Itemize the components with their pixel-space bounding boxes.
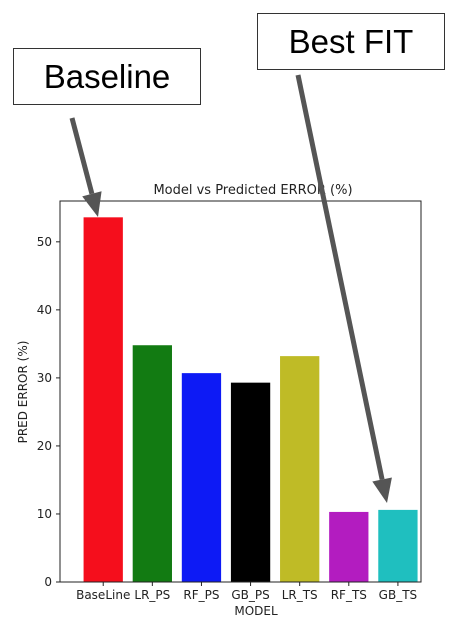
annotation-arrows — [69, 74, 392, 503]
x-tick-label: RF_TS — [331, 588, 367, 602]
chart-title: Model vs Predicted ERROR (%) — [153, 183, 352, 198]
bar-lr-ts — [280, 356, 320, 582]
y-tick-label: 10 — [37, 507, 52, 521]
baseline-callout: Baseline — [13, 48, 201, 105]
baseline-callout-label: Baseline — [43, 57, 171, 95]
y-tick-label: 50 — [37, 235, 52, 249]
best-fit-callout: Best FIT — [257, 13, 445, 70]
baseline-arrow — [69, 117, 102, 217]
bar-gb-ts — [378, 509, 418, 582]
y-tick-label: 30 — [37, 371, 52, 385]
best-fit-arrow — [295, 74, 392, 503]
axes: BaseLine LR_PS RF_PS GB_PS LR_TS RF_TS GB_TS 0 1… — [37, 200, 422, 602]
bar-rf-ts — [329, 511, 369, 582]
y-axis-label: PRED ERROR (%) — [16, 341, 30, 444]
bar-baseline — [83, 217, 123, 583]
x-tick-label: LR_TS — [282, 588, 318, 602]
plot-area — [83, 217, 418, 583]
y-tick-label: 40 — [37, 303, 52, 317]
x-tick-label: RF_PS — [183, 588, 219, 602]
bar-lr-ps — [132, 345, 172, 582]
x-axis-label: MODEL — [234, 604, 278, 618]
x-tick-label: GB_TS — [379, 588, 417, 602]
plot-frame — [59, 200, 422, 583]
x-tick-label: LR_PS — [134, 588, 170, 602]
y-tick-label: 0 — [44, 575, 52, 589]
x-tick-label: GB_PS — [231, 588, 269, 602]
x-tick-label: BaseLine — [76, 588, 130, 602]
y-tick-label: 20 — [37, 439, 52, 453]
bar-rf-ps — [181, 373, 222, 582]
best-fit-callout-label: Best FIT — [288, 22, 414, 60]
bar-gb-ps — [230, 382, 271, 582]
